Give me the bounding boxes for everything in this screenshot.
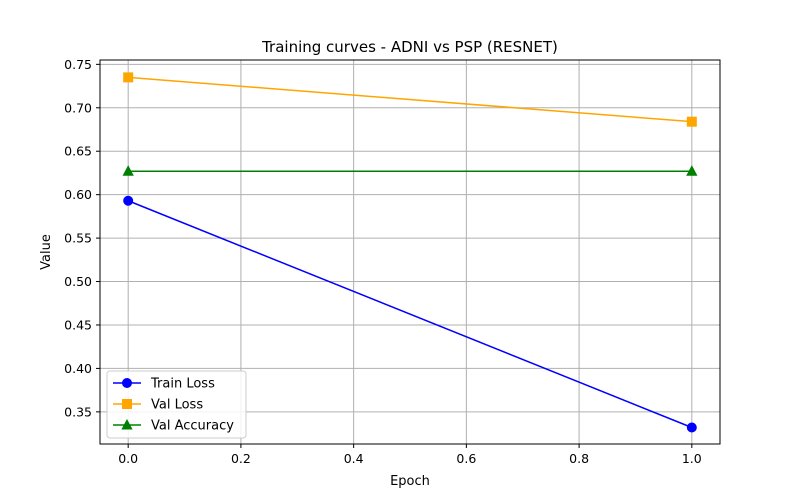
x-axis-label: Epoch	[390, 474, 430, 489]
y-tick-label: 0.60	[64, 187, 92, 202]
legend-label-val-accuracy: Val Accuracy	[151, 419, 234, 434]
plot-area	[122, 72, 698, 433]
data-point-val-accuracy	[122, 165, 134, 176]
legend-label-val-loss: Val Loss	[151, 398, 203, 413]
y-tick-label: 0.50	[64, 274, 92, 289]
y-tick-label: 0.70	[64, 100, 92, 115]
y-tick-label: 0.35	[64, 404, 92, 419]
legend-marker-train-loss	[122, 378, 132, 388]
x-tick-label: 0.8	[569, 451, 589, 466]
y-tick-label: 0.40	[64, 361, 92, 376]
legend-label-train-loss: Train Loss	[150, 377, 215, 392]
data-point-train-loss	[123, 195, 134, 206]
y-tick-label: 0.45	[64, 317, 92, 332]
y-axis-label: Value	[39, 234, 54, 270]
axes-frame	[99, 59, 721, 445]
y-tick-label: 0.55	[64, 231, 92, 246]
x-tick-label: 0.0	[118, 451, 138, 466]
data-point-train-loss	[686, 422, 697, 433]
legend-marker-val-accuracy	[121, 418, 133, 430]
series-line-val-loss	[128, 76, 692, 123]
data-point-val-loss	[123, 72, 134, 83]
x-tick-label: 0.6	[456, 451, 476, 466]
y-tick-label: 0.75	[64, 57, 92, 72]
legend-box	[106, 370, 247, 439]
x-tick-label: 0.2	[231, 451, 251, 466]
axis-ticks: 0.0 0.2 0.4 0.6 0.8 1.0 0.35 0.40 0.45 0.50 0.55 0.…	[64, 57, 702, 466]
data-point-val-loss	[686, 116, 697, 127]
legend: Train Loss Val Loss Val Accuracy	[106, 370, 247, 439]
legend-marker-val-loss	[122, 399, 132, 409]
x-tick-label: 1.0	[682, 451, 702, 466]
y-tick-label: 0.65	[64, 144, 92, 159]
x-tick-label: 0.4	[344, 451, 364, 466]
chart-title: Training curves - ADNI vs PSP (RESNET)	[261, 38, 558, 56]
series-line-train-loss	[127, 200, 693, 429]
data-point-val-accuracy	[686, 165, 698, 176]
